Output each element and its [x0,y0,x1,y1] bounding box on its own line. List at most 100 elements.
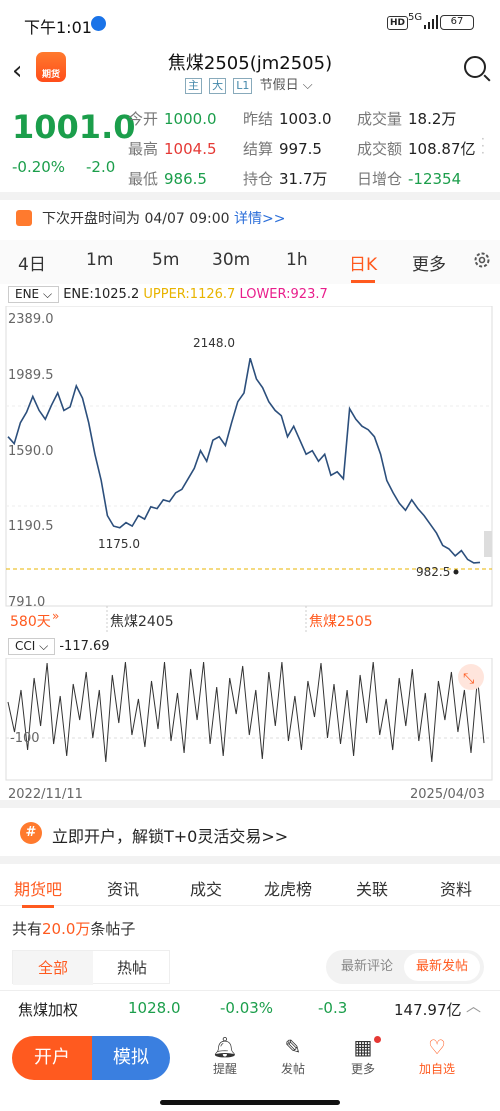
quote-field-value: 1000.0 [164,110,217,128]
tab-trades[interactable]: 成交 [190,880,223,899]
low-label: 1175.0 [98,537,140,551]
date-start: 2022/11/11 [8,787,83,800]
period-tabs: 4日 1m 5m 30m 1h 日K 更多 [0,240,500,284]
tab-30m[interactable]: 30m [212,250,251,270]
quote-field: 昨结 1003.0 [243,108,332,129]
tab-dragon-tiger[interactable]: 龙虎榜 [264,880,313,899]
grid-icon: ▦ [353,1035,373,1059]
home-indicator [160,1100,340,1105]
simulate-button[interactable]: 模拟 [92,1036,170,1080]
tag-l1: L1 [233,78,253,94]
page-title: 焦煤2505(jm2505) [167,53,333,74]
tab-info[interactable]: 资料 [440,880,473,899]
bottom-bar: 开户 模拟 🔔︎ 提醒 ✎ 发帖 ▦ 更多 ♡ 加自选 [0,1028,500,1090]
contract-tags[interactable]: 主 大 L1 节假日 ⌵ [185,74,313,94]
community-tabs: 期货吧 资讯 成交 龙虎榜 关联 资料 [0,866,500,908]
quote-field: 最低 986.5 [128,168,207,189]
network-label: 5G [408,12,423,23]
post-count-value: 20.0万 [42,920,91,938]
last-price: 1001.0 [12,108,136,146]
chevron-down-icon: ⌵ [302,78,313,93]
expand-arrows-icon[interactable]: ⤡ [463,671,474,687]
tag-main: 主 [185,78,202,94]
remind-button[interactable]: 🔔︎ 提醒 [200,1034,250,1077]
contract-prev-label: 焦煤2405 [110,614,174,630]
bell-icon: 🔔︎ [212,1035,238,1059]
tab-more[interactable]: 更多 [412,255,446,275]
tab-1h[interactable]: 1h [286,250,308,270]
weighted-ticker[interactable]: 焦煤加权 1028.0 -0.03% -0.3 147.97亿 ︿ [0,990,500,1024]
more-button[interactable]: ▦ 更多 [338,1034,388,1077]
ticker-name: 焦煤加权 [18,1001,79,1019]
cci-level-label: -100 [10,731,40,746]
sort-latest-comment[interactable]: 最新评论 [340,959,393,974]
search-icon[interactable] [464,56,486,78]
ticker-change: -0.3 [318,999,348,1017]
feed-filter: 全部 热帖 [12,950,170,985]
quote-field-label: 昨结 [243,110,274,128]
hd-badge: HD [387,16,409,30]
tab-related[interactable]: 关联 [356,880,389,899]
next-open-notice: 下次开盘时间为 04/07 09:00 详情>> [0,201,500,233]
open-account-button[interactable]: 开户 [12,1036,92,1080]
days-label[interactable]: 580天 [10,614,51,630]
sub-indicator-row: CCI ⌵ -117.69 [8,638,110,655]
tab-1m[interactable]: 1m [86,250,114,270]
add-favorite-button[interactable]: ♡ 加自选 [412,1034,462,1077]
indicator-select[interactable]: ENE ⌵ [8,286,60,303]
divider [0,192,500,200]
tab-4day[interactable]: 4日 [18,255,46,275]
tab-daily-k[interactable]: 日K [349,250,377,283]
post-count: 共有20.0万条帖子 [12,920,136,938]
divider [0,800,500,808]
quote-field-label: 最低 [128,170,159,188]
tab-forum[interactable]: 期货吧 [14,876,62,908]
sub-indicator-select[interactable]: CCI ⌵ [8,638,56,655]
main-indicator-row: ENE ⌵ ENE:1025.2 UPPER:1126.7 LOWER:923.… [8,286,328,303]
more-fields-icon[interactable]: · · · [481,132,485,160]
notice-details-link[interactable]: 详情>> [234,211,286,227]
quote-field-label: 最高 [128,140,159,158]
tag-big: 大 [209,78,227,94]
last-label: 982.5 [416,565,450,579]
settings-icon[interactable] [472,250,492,270]
upper-value: UPPER:1126.7 [143,287,236,302]
chart-collapse-handle[interactable] [484,531,492,557]
filter-hot[interactable]: 热帖 [116,959,147,977]
quote-field: 今开 1000.0 [128,108,217,129]
flag-icon [16,210,32,226]
double-chevron-icon[interactable]: » [52,609,59,623]
y-tick-2: 1590.0 [8,444,54,459]
y-tick-1: 1989.5 [8,368,54,383]
hash-icon: # [20,822,42,844]
filter-all[interactable]: 全部 [13,951,93,985]
contract-current-label: 焦煤2505 [309,614,373,630]
ticker-price: 1028.0 [128,999,181,1017]
quote-field-label: 成交额 [357,140,403,158]
quote-field-value: 18.2万 [408,110,457,128]
quote-field-value: 1004.5 [164,140,217,158]
post-button[interactable]: ✎ 发帖 [268,1034,318,1077]
price-chart[interactable]: 2389.0 1989.5 1590.0 1190.5 791.0 2148.0… [0,306,500,636]
quote-field-value: 31.7万 [279,170,328,188]
change-percent: -0.20% [12,158,66,176]
edit-icon: ✎ [284,1035,302,1059]
back-icon[interactable]: ‹ [12,56,23,86]
heart-icon: ♡ [428,1035,446,1059]
status-bar: 下午1:01 HD 5G 67 [0,0,500,44]
last-point-marker [453,569,459,575]
date-end: 2025/04/03 [410,787,485,800]
price-series-line [7,357,481,564]
chevron-up-icon[interactable]: ︿ [466,997,482,1015]
tab-news[interactable]: 资讯 [107,880,140,899]
cci-chart[interactable]: -100 ⤡ 2022/11/11 2025/04/03 [0,658,500,800]
expand-icon[interactable] [458,664,484,690]
quote-field: 成交量 18.2万 [357,108,456,129]
sort-latest-post[interactable]: 最新发帖 [404,953,480,981]
sort-toggle: 最新评论 最新发帖 [326,950,484,984]
tab-5m[interactable]: 5m [152,250,180,270]
open-account-link[interactable]: 立即开户，解锁T+0灵活交易>> [52,827,289,846]
quote-field-value: 1003.0 [279,110,332,128]
signal-icon [424,15,438,29]
quote-field-label: 成交量 [357,110,403,128]
